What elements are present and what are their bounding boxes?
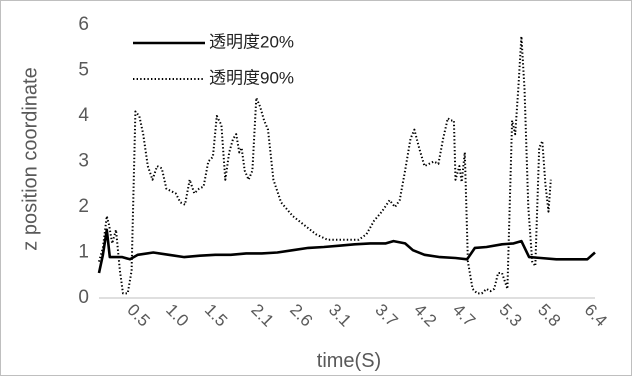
x-tick-label: 5.3: [495, 300, 525, 330]
x-tick-label: 3.1: [325, 300, 355, 330]
y-tick-label: 3: [78, 151, 89, 172]
x-tick-label: 4.2: [410, 300, 440, 330]
legend: 透明度20% 透明度90%: [133, 32, 294, 87]
y-tick-label: 0: [78, 287, 89, 308]
x-tick-label: 6.4: [581, 300, 611, 330]
x-tick-label: 1.5: [201, 300, 231, 330]
series-line-1: [97, 228, 596, 274]
x-tick-label: 0.5: [123, 300, 153, 330]
y-axis-label: z position coordinate: [19, 67, 41, 250]
y-tick-label: 5: [78, 60, 89, 81]
x-tick-label: 3.7: [371, 300, 401, 330]
y-tick-label: 4: [78, 105, 89, 126]
legend-label-2: 透明度90%: [209, 68, 294, 87]
x-tick-label: 5.8: [534, 300, 564, 330]
y-tick-label: 6: [78, 14, 89, 35]
y-tick-label: 2: [78, 196, 89, 217]
x-tick-label: 1.0: [162, 300, 192, 330]
x-tick-label: 2.6: [286, 300, 316, 330]
x-tick-label: 2.1: [247, 300, 277, 330]
x-tick-label: 4.7: [449, 300, 479, 330]
series-line-2: [98, 35, 552, 295]
legend-label-1: 透明度20%: [209, 32, 294, 51]
x-axis-label: time(S): [317, 350, 381, 372]
y-tick-label: 1: [78, 242, 89, 263]
